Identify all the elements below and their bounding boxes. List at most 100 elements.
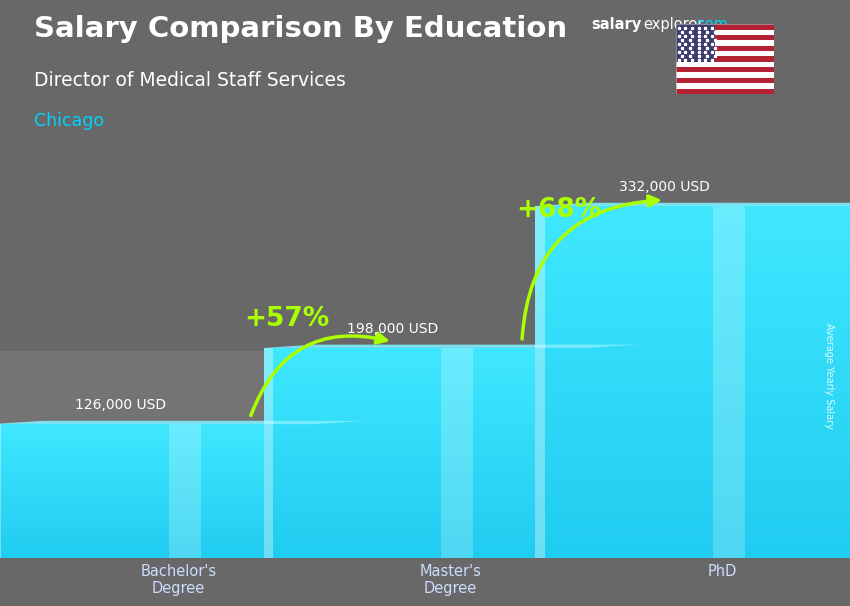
Bar [0, 502, 314, 504]
Bar [0, 427, 314, 429]
Bar [264, 552, 586, 555]
Bar [536, 250, 850, 255]
Bar [536, 259, 850, 263]
Bar [676, 62, 774, 67]
Bar [536, 404, 850, 408]
Bar [536, 408, 850, 413]
Text: salary: salary [591, 17, 641, 32]
Bar [536, 316, 850, 320]
Bar [0, 436, 314, 438]
Bar [536, 224, 850, 228]
Bar [0, 546, 314, 547]
Bar [536, 522, 850, 527]
Bar [536, 255, 850, 259]
Bar [0, 481, 314, 482]
Bar [264, 502, 586, 505]
Bar [264, 445, 586, 447]
Bar [264, 403, 586, 405]
Bar [264, 429, 586, 431]
Bar [264, 471, 586, 474]
Bar [264, 498, 586, 500]
Text: PhD: PhD [708, 564, 737, 579]
Bar [0, 446, 314, 447]
Bar [676, 67, 774, 73]
Bar [536, 496, 850, 501]
Bar [536, 206, 545, 558]
Bar [536, 206, 850, 210]
Bar [0, 471, 314, 473]
Bar [0, 467, 314, 469]
Bar [0, 521, 314, 522]
Bar [0, 522, 314, 524]
Bar [0, 501, 314, 502]
Bar [676, 51, 774, 56]
Bar [264, 482, 586, 484]
Bar [536, 448, 850, 452]
Text: +57%: +57% [245, 307, 330, 332]
Bar [264, 398, 586, 401]
Bar [676, 45, 774, 51]
Bar [0, 541, 314, 542]
Bar [264, 468, 586, 471]
Bar [536, 553, 850, 558]
Bar [0, 431, 314, 433]
Bar [536, 325, 850, 329]
Bar [536, 483, 850, 487]
Bar [0, 509, 314, 511]
Bar [264, 356, 586, 358]
Bar [536, 302, 850, 307]
Text: explorer: explorer [643, 17, 704, 32]
Bar [264, 437, 586, 439]
Bar [264, 366, 586, 369]
Bar [536, 368, 850, 373]
Bar [536, 320, 850, 325]
Bar [536, 479, 850, 483]
Bar [264, 526, 586, 528]
Bar [264, 431, 586, 435]
Bar [536, 272, 850, 276]
Bar [676, 78, 774, 83]
Bar [536, 465, 850, 470]
Bar [264, 358, 586, 361]
Bar [0, 462, 314, 464]
Bar [264, 401, 586, 403]
Bar [264, 536, 586, 539]
Bar [536, 456, 850, 461]
Bar [0, 487, 314, 489]
Bar [536, 290, 850, 294]
Bar [264, 379, 586, 382]
Bar [264, 427, 586, 429]
Bar [536, 470, 850, 474]
Bar [536, 360, 850, 364]
Bar [264, 521, 586, 524]
Polygon shape [536, 203, 850, 206]
Bar [536, 425, 850, 430]
Bar [0, 504, 314, 506]
Text: Bachelor's
Degree: Bachelor's Degree [140, 564, 217, 596]
Bar [0, 554, 314, 556]
Bar [264, 539, 586, 542]
Bar [264, 385, 586, 387]
Bar [0, 459, 314, 461]
Bar [676, 41, 774, 45]
Text: 126,000 USD: 126,000 USD [75, 398, 167, 411]
Bar [0, 544, 314, 546]
Bar [0, 524, 314, 526]
Text: Chicago: Chicago [34, 112, 104, 130]
Bar [264, 447, 586, 450]
Bar [264, 458, 586, 461]
Bar [0, 493, 314, 494]
Bar [536, 518, 850, 522]
Bar [264, 393, 586, 395]
Bar [0, 438, 314, 439]
Bar [264, 371, 586, 374]
Bar [0, 518, 314, 519]
Bar [0, 433, 314, 434]
Bar [264, 484, 586, 487]
Bar [0, 426, 314, 427]
Bar [536, 540, 850, 544]
Bar [0, 549, 314, 551]
Bar [0, 534, 314, 536]
Bar [264, 479, 586, 482]
Bar [536, 391, 850, 395]
